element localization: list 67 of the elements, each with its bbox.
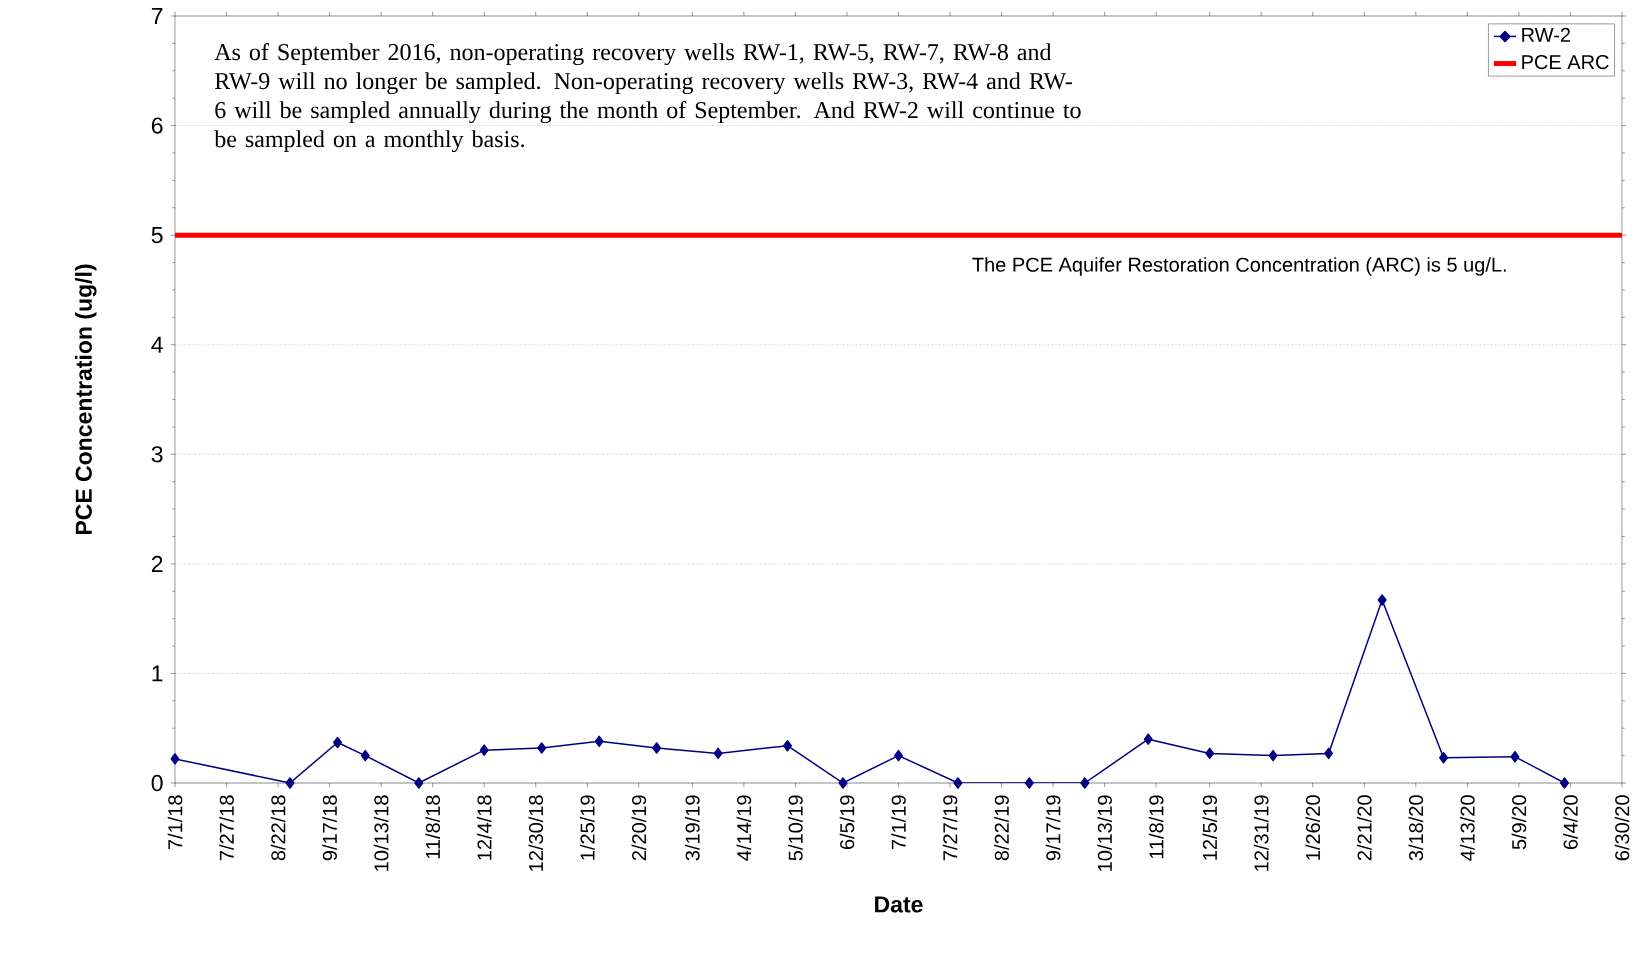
x-tick-label: 2/20/19 [631,795,647,861]
x-tick-label: 6/5/19 [839,795,855,850]
x-tick-label: 6/30/20 [1614,795,1630,861]
x-tick-label: 12/5/19 [1202,795,1218,860]
point [713,747,723,760]
y-tick-label: 0 [151,774,163,792]
point [537,742,547,754]
y-tick-label: 6 [151,117,163,134]
x-tick-label: 5/9/20 [1511,795,1527,850]
point [1143,733,1153,745]
point [1024,777,1034,789]
x-tick-label: 6/4/20 [1563,795,1578,850]
x-tick-label: 9/17/19 [1045,795,1061,861]
x-tick-label: 10/13/18 [373,795,389,871]
x-tick-label: 9/17/18 [322,795,337,861]
x-tick-label: 12/31/19 [1253,795,1269,871]
x-axis-title: Date [875,896,923,913]
legend-label: RW-2 [1522,27,1570,42]
x-tick-label: 7/27/18 [219,795,234,861]
point [652,742,662,754]
point [893,749,903,762]
y-tick-label: 5 [151,227,163,244]
legend-label: PCE ARC [1522,54,1609,70]
point [838,777,848,789]
point [1377,594,1387,606]
y-tick-label: 2 [151,555,163,572]
x-tick-label: 3/18/20 [1408,795,1424,861]
point [782,740,792,752]
point [170,753,180,765]
point [333,736,343,749]
x-tick-label: 4/13/20 [1460,795,1475,861]
point [479,744,489,756]
x-tick-label: 3/19/19 [685,795,700,861]
x-tick-label: 11/8/18 [425,795,441,859]
point [594,735,604,748]
y-tick-label: 1 [152,665,163,682]
x-tick-label: 10/13/19 [1097,795,1112,871]
point [953,777,963,789]
x-tick-label: 1/25/19 [579,795,595,860]
annotation: As of September 2016, non-operating recovery wells RW-1, RW-5, RW-7, RW-8 and RW-9 will no longer be sampled. Non-operating recovery wells RW-3, RW-4 and RW-6 will be sampled annually during the month of September. And RW-2 will continue to be sampled on a monthly basis. [214,43,1081,153]
y-axis-title: PCE Concentration (ug/l) [75,264,97,535]
x-tick-label: 11/8/19 [1148,795,1164,859]
point [1205,747,1215,760]
point [285,777,295,789]
y-tick-label: 3 [151,446,163,463]
point [1559,777,1569,789]
x-tick-label: 1/26/20 [1305,795,1321,860]
x-tick-label: 5/10/19 [788,795,803,861]
x-tick-label: 2/21/20 [1356,795,1372,861]
point [1080,777,1090,789]
point [414,777,424,789]
point [360,749,370,762]
x-tick-label: 12/30/18 [528,795,544,871]
x-tick-label: 7/27/19 [942,795,958,861]
x-tick-label: 12/4/18 [476,795,492,860]
y-tick-label: 7 [151,8,163,24]
annotation: The PCE Aquifer Restoration Concentration (ARC) is 5 ug/L. [972,257,1506,276]
y-tick-label: 4 [151,336,163,353]
point [1324,747,1334,760]
x-tick-label: 8/22/18 [270,795,286,861]
point [1439,752,1449,764]
x-tick-label: 7/1/18 [167,795,183,850]
x-tick-label: 4/14/19 [736,795,752,861]
x-tick-label: 7/1/19 [891,795,906,850]
x-tick-label: 8/22/19 [994,795,1009,861]
point [1510,750,1520,763]
point [1268,749,1278,762]
